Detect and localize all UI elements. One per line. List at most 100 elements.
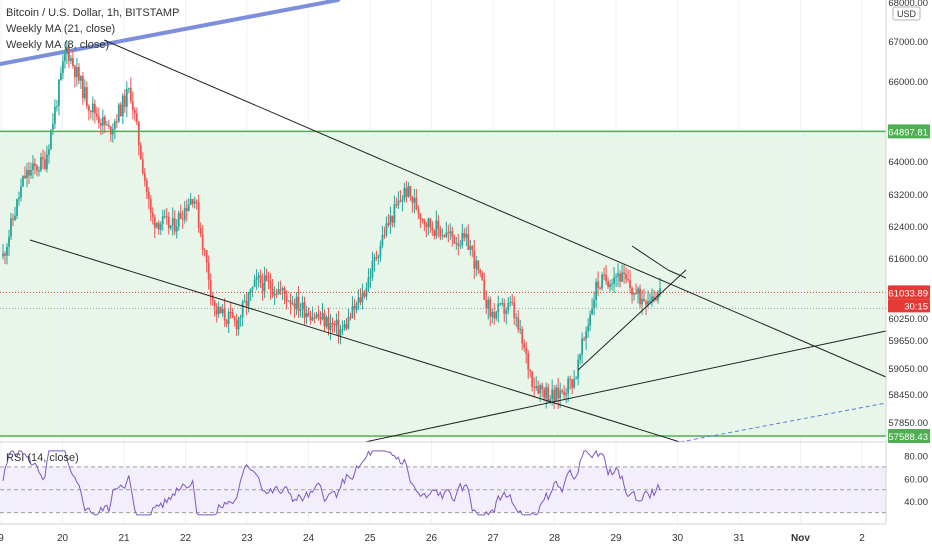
candle	[411, 196, 414, 203]
candle	[199, 227, 202, 235]
candle	[105, 124, 108, 126]
candle	[443, 235, 446, 237]
candle	[469, 245, 472, 250]
candle	[153, 217, 156, 228]
candle	[485, 299, 488, 309]
price-tick: 57850.00	[888, 418, 928, 429]
candle	[229, 311, 232, 313]
candle	[257, 275, 260, 278]
candle	[373, 257, 376, 262]
candle	[179, 212, 182, 219]
candle	[359, 297, 362, 303]
candle	[369, 277, 372, 279]
candle	[543, 389, 546, 399]
candle	[337, 319, 340, 336]
time-tick: 30	[672, 533, 684, 544]
candle	[577, 359, 580, 379]
candle	[165, 216, 168, 218]
candle	[87, 105, 90, 111]
candle	[243, 300, 246, 303]
candle	[67, 47, 70, 62]
candle	[283, 288, 286, 295]
candle	[191, 198, 194, 204]
currency-badge	[892, 6, 921, 21]
candle	[451, 231, 454, 237]
candle	[95, 113, 98, 117]
candle	[483, 279, 486, 300]
candle	[207, 262, 210, 281]
candle	[14, 215, 16, 220]
candle	[60, 73, 62, 80]
candle	[173, 218, 176, 232]
candle	[211, 295, 214, 301]
rsi-tick: 40.00	[904, 497, 928, 508]
candle	[147, 192, 150, 200]
candle	[155, 222, 158, 228]
candle	[265, 275, 268, 281]
candle	[99, 123, 102, 126]
candle	[209, 280, 212, 296]
candle	[501, 303, 504, 305]
wedge-apex	[667, 269, 687, 279]
candle	[647, 300, 649, 305]
candle	[463, 233, 466, 238]
candle	[393, 204, 396, 223]
candle	[297, 296, 300, 311]
candle	[313, 317, 316, 319]
candle	[449, 231, 452, 234]
weekly-ma-line	[0, 0, 340, 66]
candle	[431, 227, 434, 231]
candle	[69, 58, 72, 62]
candle	[415, 197, 418, 210]
price-tick: 64000.00	[888, 157, 928, 168]
candle	[4, 253, 6, 256]
indicator-weekly-ma-21[interactable]: Weekly MA (21, close)	[6, 23, 116, 35]
candle	[145, 181, 148, 193]
candle	[527, 353, 530, 370]
candle	[225, 320, 228, 324]
candles-group	[2, 40, 661, 410]
candle	[579, 354, 582, 360]
candle	[66, 47, 68, 55]
candle	[409, 186, 412, 197]
rsi-line	[2, 449, 661, 516]
candle	[32, 163, 34, 170]
candle	[405, 187, 408, 197]
candle	[38, 170, 40, 172]
candle	[421, 218, 424, 220]
candle	[185, 207, 188, 212]
candle	[321, 313, 324, 320]
candle	[535, 386, 538, 388]
candle	[171, 218, 174, 226]
candle	[521, 328, 524, 344]
time-tick: 26	[426, 533, 438, 544]
candle	[187, 204, 190, 212]
candle	[149, 199, 152, 213]
candle	[355, 303, 358, 310]
candle	[567, 378, 570, 394]
candle	[387, 223, 390, 225]
wedge-lower	[577, 269, 687, 371]
candle	[623, 272, 625, 275]
candle	[281, 288, 284, 290]
candle	[327, 317, 330, 330]
candle	[441, 235, 444, 237]
candle	[205, 250, 208, 263]
candle	[563, 391, 566, 396]
candle	[325, 317, 328, 327]
rsi-indicator-label[interactable]: RSI (14, close)	[6, 452, 79, 464]
candle	[487, 299, 490, 309]
candle	[269, 281, 272, 290]
indicator-weekly-ma-8[interactable]: Weekly MA (8, close)	[6, 39, 110, 51]
candle	[215, 306, 218, 315]
candle	[311, 317, 314, 321]
candle	[44, 159, 46, 169]
candle	[589, 314, 592, 326]
candle	[581, 338, 584, 355]
time-tick: Nov	[791, 533, 810, 544]
candle	[625, 274, 627, 280]
candle	[309, 316, 312, 321]
candle	[239, 317, 242, 319]
